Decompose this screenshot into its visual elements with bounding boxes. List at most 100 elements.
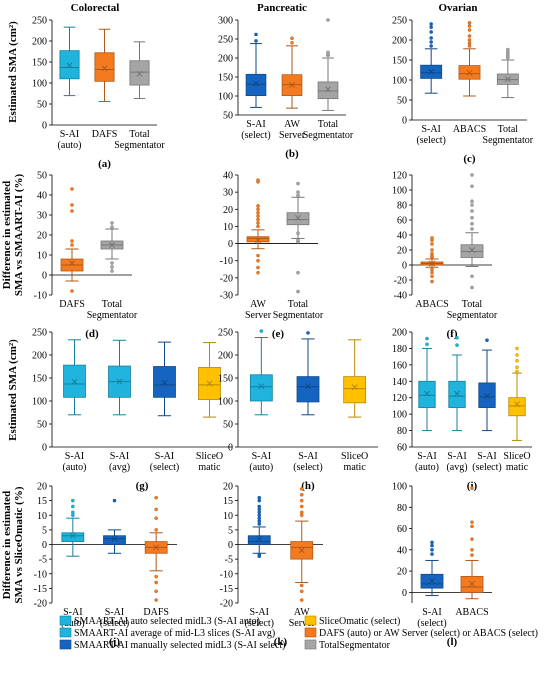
- x-tick-label: ABACS: [415, 299, 448, 310]
- mean-marker: [428, 68, 435, 75]
- x-tick-label: AW Server: [279, 119, 306, 141]
- x-tick-label: S-AI (select): [472, 451, 501, 473]
- outlier-point: [259, 329, 264, 333]
- legend-item: TotalSegmentator: [304, 639, 391, 651]
- outlier-point: [515, 358, 519, 363]
- mean-marker: [514, 401, 520, 408]
- outlier-point: [515, 353, 519, 357]
- iqr-box: [247, 535, 271, 545]
- x-tick-label: AW Server: [245, 299, 272, 321]
- x-tick-label: Total Segmentator: [447, 299, 498, 321]
- outlier-point: [467, 24, 472, 28]
- outlier-point: [110, 261, 114, 265]
- y-tick-label: 250: [32, 328, 47, 339]
- box-e-2: [286, 181, 310, 294]
- y-tick-label: 10: [223, 222, 233, 233]
- x-tick-label: Total Segmentator: [273, 299, 324, 321]
- panel-b: 50 100 150 200 250 300 S-AI (select) AW ServerTot…: [218, 16, 354, 161]
- outlier-point: [299, 510, 304, 515]
- box-d-2: [100, 221, 124, 273]
- y-tick-label: 120: [392, 171, 407, 182]
- outlier-point: [455, 335, 459, 340]
- legend-label: TotalSegmentator: [319, 640, 391, 651]
- outlier-point: [296, 289, 300, 294]
- outlier-point: [257, 504, 262, 509]
- outlier-point: [296, 193, 300, 198]
- outlier-point: [71, 498, 75, 503]
- y-tick-label: 300: [218, 16, 233, 27]
- outlier-point: [470, 199, 474, 204]
- outlier-point: [467, 41, 472, 46]
- outlier-point: [296, 181, 300, 186]
- outlier-point: [112, 498, 117, 503]
- y-tick-label: 10: [37, 251, 47, 262]
- mean-marker: [466, 69, 473, 76]
- y-tick-label: 50: [223, 420, 233, 431]
- mean-marker: [424, 390, 430, 397]
- y-tick-label: 0: [42, 540, 47, 551]
- panel-label: (h): [301, 480, 315, 492]
- y-tick-label: 10: [37, 511, 47, 522]
- mean-marker: [69, 532, 76, 539]
- outlier-point: [429, 22, 433, 26]
- y-tick-label: -20: [34, 599, 47, 610]
- y-tick-label: -5: [225, 555, 233, 566]
- x-tick-label: Total Segmentator: [87, 299, 138, 321]
- row-label-3: Estimated SMA (cm²): [7, 339, 19, 441]
- y-tick-label: 50: [37, 100, 47, 111]
- column-title-colorectal: Colorectal: [71, 2, 120, 14]
- box-h-1: [249, 329, 273, 416]
- legend-item: DAFS (auto) or AW Server (select) or ABA…: [304, 627, 538, 639]
- mean-marker: [255, 237, 261, 244]
- outlier-point: [470, 209, 474, 213]
- mean-marker: [153, 544, 160, 551]
- x-tick-label: S-AI (auto): [63, 451, 87, 473]
- y-tick-label: 100: [218, 92, 233, 103]
- outlier-point: [70, 243, 74, 247]
- outlier-point: [154, 574, 158, 579]
- y-tick-label: 180: [392, 344, 407, 355]
- y-tick-label: 0: [228, 443, 233, 454]
- x-tick-label: S-AI (avg): [109, 451, 130, 473]
- outlier-point: [430, 242, 434, 246]
- outlier-point: [470, 553, 474, 557]
- box-j-3: [144, 495, 168, 602]
- outlier-point: [299, 513, 304, 518]
- x-tick-label: S-AI (select): [150, 451, 179, 473]
- mean-marker: [109, 242, 115, 248]
- y-tick-label: -5: [39, 555, 47, 566]
- outlier-point: [430, 279, 434, 284]
- outlier-point: [470, 520, 474, 524]
- y-tick-label: 100: [392, 76, 407, 87]
- y-tick-label: 20: [37, 482, 47, 493]
- panel-label: (d): [85, 328, 99, 340]
- outlier-point: [326, 50, 330, 55]
- outlier-point: [470, 203, 474, 207]
- y-tick-label: 60: [397, 443, 407, 454]
- x-tick-label: S-AI (select): [417, 607, 446, 629]
- outlier-point: [257, 498, 262, 503]
- outlier-point: [299, 492, 304, 497]
- y-tick-label: 0: [42, 121, 47, 132]
- legend-label: SMAART-AI auto selected midL3 (S-AI auto…: [74, 616, 260, 627]
- box-j-1: [61, 498, 85, 557]
- outlier-point: [71, 510, 75, 515]
- box-g-3: [153, 341, 176, 417]
- y-tick-label: 80: [397, 201, 407, 212]
- iqr-box: [246, 236, 270, 243]
- outlier-point: [430, 543, 434, 548]
- outlier-point: [306, 331, 310, 335]
- y-tick-label: -30: [220, 291, 233, 302]
- y-tick-label: 30: [223, 188, 233, 199]
- y-tick-label: 20: [37, 231, 47, 242]
- mean-marker: [325, 86, 331, 93]
- mean-marker: [253, 80, 259, 87]
- x-tick-label: S-AI (auto): [61, 607, 85, 629]
- iqr-box: [61, 532, 85, 542]
- mean-marker: [136, 70, 143, 77]
- outlier-point: [257, 510, 262, 515]
- box-i-2: [448, 335, 466, 432]
- outlier-point: [256, 221, 260, 225]
